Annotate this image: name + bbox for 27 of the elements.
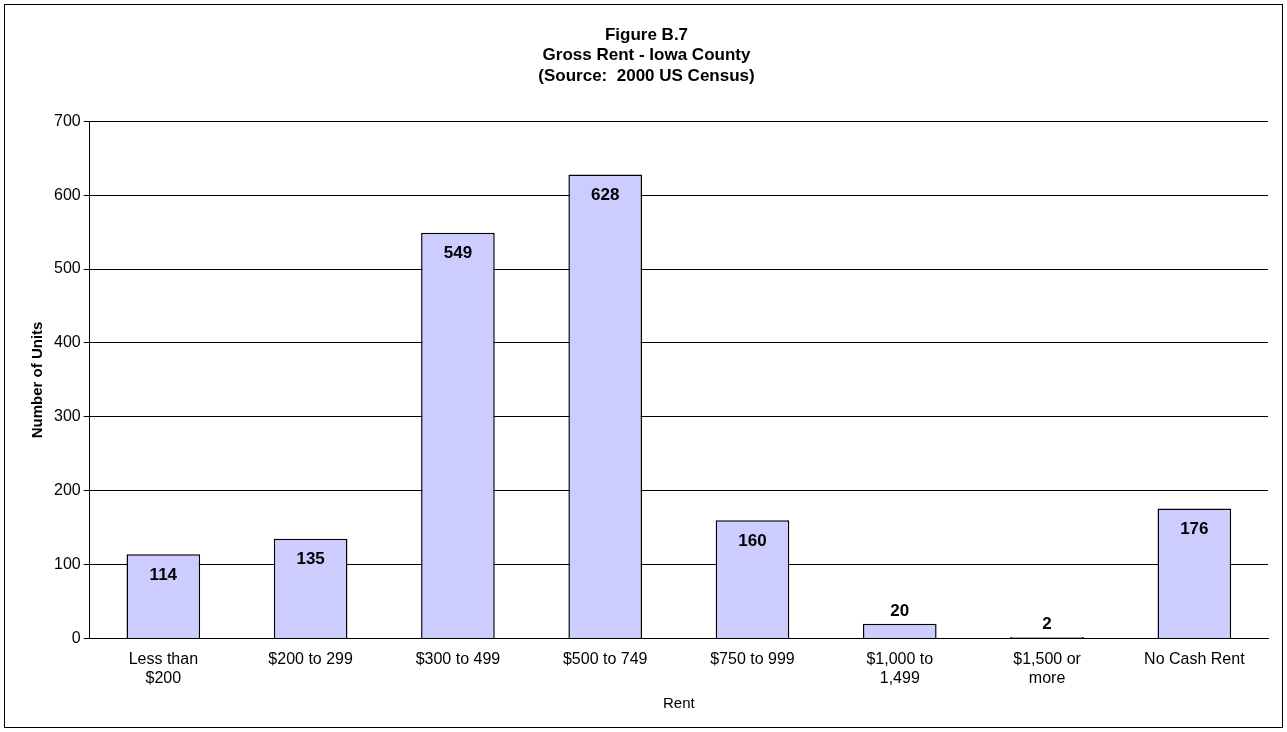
data-label: 2 — [1042, 614, 1052, 634]
data-label: 628 — [591, 184, 620, 204]
y-tick-label: 300 — [53, 407, 81, 425]
y-tick-label: 400 — [53, 333, 81, 351]
x-tick-label: $750 to 999 — [710, 649, 795, 667]
x-tick-label: $1,500 or more — [1013, 649, 1082, 686]
x-tick-label: Less than $200 — [128, 649, 199, 686]
data-label: 135 — [296, 549, 325, 568]
y-tick-label: 600 — [53, 185, 81, 203]
y-axis-title: Number of Units — [28, 321, 46, 439]
data-label: 114 — [149, 564, 178, 584]
y-tick-label: 200 — [53, 481, 81, 499]
chart-title: Figure B.7 Gross Rent - Iowa County (Source: 2000 US Census) — [538, 24, 755, 85]
x-tick-label: $1,000 to 1,499 — [866, 649, 934, 686]
x-tick-label: $200 to 299 — [268, 649, 353, 667]
x-tick-label: $300 to 499 — [415, 649, 501, 667]
x-tick-label: $500 to 749 — [562, 649, 648, 667]
data-label: 20 — [890, 601, 910, 620]
data-label: 549 — [443, 243, 473, 262]
y-tick-label: 0 — [71, 629, 81, 647]
y-tick-label: 100 — [53, 555, 81, 573]
y-tick-label: 500 — [53, 259, 81, 277]
x-axis-title: Rent — [663, 694, 696, 712]
x-tick-label: No Cash Rent — [1144, 649, 1246, 667]
data-label: 160 — [738, 530, 767, 550]
data-label: 176 — [1180, 518, 1209, 538]
y-tick-label: 700 — [53, 111, 81, 129]
